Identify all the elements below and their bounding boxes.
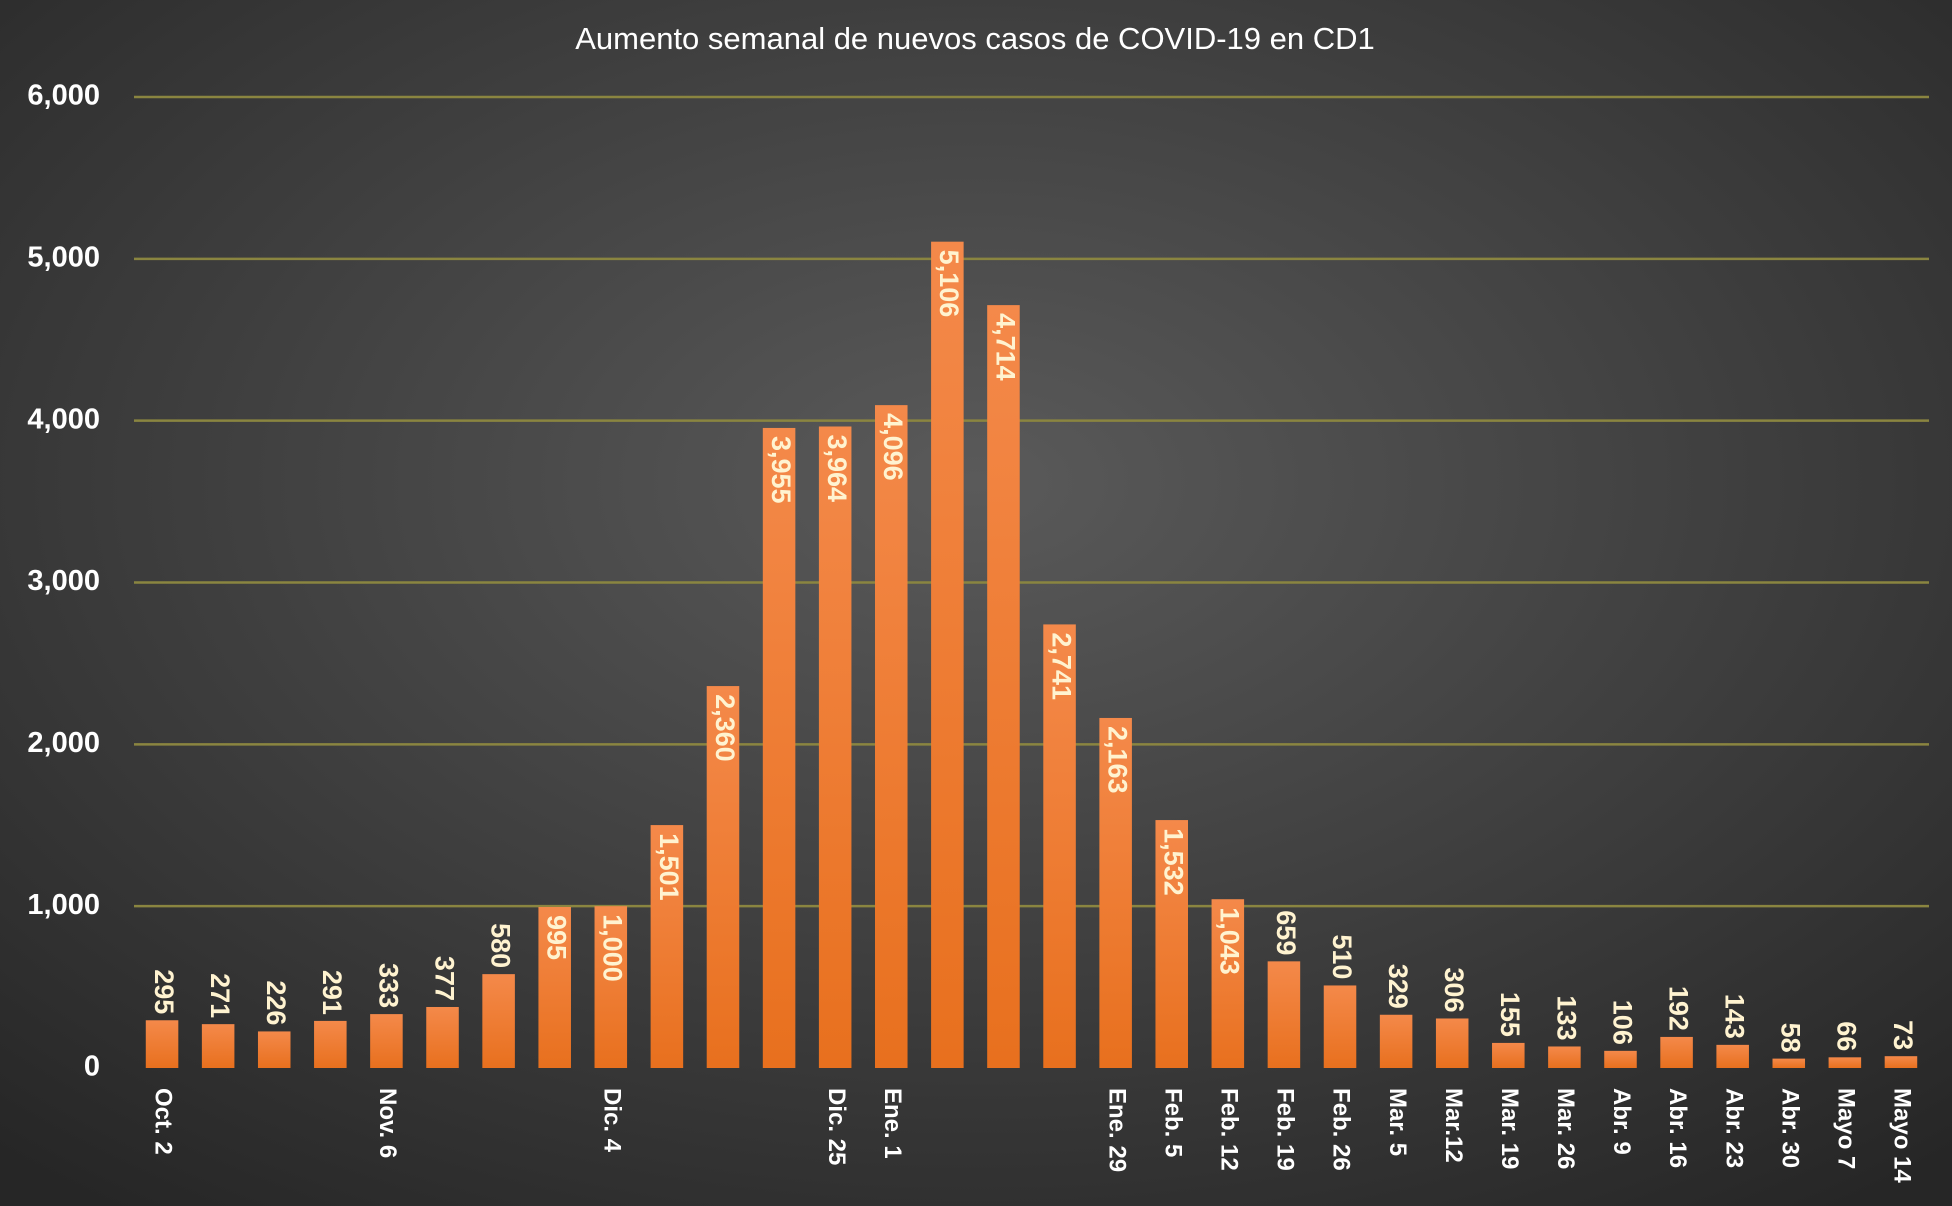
data-label: 3,964 (822, 434, 852, 502)
data-label: 2,163 (1103, 726, 1133, 794)
data-label: 2,360 (710, 694, 740, 762)
x-tick-label: Abr. 23 (1720, 1088, 1747, 1168)
x-tick-label: Abr. 9 (1608, 1088, 1635, 1155)
data-label: 377 (429, 956, 459, 1001)
bar (1379, 1014, 1413, 1068)
bar (874, 405, 908, 1068)
bar (931, 241, 964, 1068)
bar (650, 825, 684, 1068)
bar (1155, 820, 1189, 1068)
data-label: 295 (149, 969, 179, 1014)
bar (1099, 717, 1132, 1068)
x-tick-label: Ene. 1 (879, 1088, 906, 1159)
data-label: 1,043 (1215, 907, 1245, 975)
x-tick-label: Feb. 19 (1272, 1088, 1299, 1171)
data-label: 143 (1720, 994, 1750, 1039)
x-tick-label: Mayo 14 (1889, 1088, 1916, 1183)
data-label: 329 (1383, 964, 1413, 1009)
bar (594, 906, 628, 1068)
data-label: 291 (317, 970, 347, 1015)
x-tick-label: Dic. 4 (598, 1088, 625, 1153)
x-tick-label: Mar. 19 (1496, 1088, 1523, 1169)
bar (1043, 624, 1076, 1068)
x-tick-label: Mar. 5 (1384, 1088, 1411, 1156)
data-label: 4,096 (878, 413, 908, 481)
x-tick-label: Mar. 26 (1552, 1088, 1579, 1169)
data-label: 995 (542, 915, 572, 960)
x-tick-label: Feb. 5 (1159, 1088, 1186, 1157)
bar (706, 686, 740, 1068)
y-tick-label: 6,000 (27, 80, 100, 112)
data-label: 73 (1888, 1020, 1918, 1050)
data-label: 333 (373, 963, 403, 1008)
bar (1884, 1056, 1918, 1068)
data-label: 66 (1832, 1021, 1862, 1051)
bar (762, 427, 796, 1068)
data-label: 306 (1439, 967, 1469, 1012)
y-tick-label: 2,000 (27, 727, 100, 759)
bar (1660, 1036, 1693, 1068)
data-label: 1,501 (654, 833, 684, 901)
bar (1435, 1018, 1469, 1068)
bar (1604, 1050, 1637, 1068)
bar (201, 1024, 235, 1068)
data-label: 58 (1776, 1023, 1806, 1053)
y-tick-label: 3,000 (27, 565, 100, 597)
x-tick-label: Abr. 16 (1664, 1088, 1691, 1168)
data-label: 106 (1607, 1000, 1637, 1045)
bar (1716, 1044, 1749, 1068)
data-label: 1,000 (598, 914, 628, 982)
bar (818, 426, 852, 1068)
bar (1548, 1046, 1581, 1068)
bar (1828, 1057, 1862, 1068)
x-tick-label: Abr. 30 (1776, 1088, 1803, 1168)
data-label: 580 (485, 923, 515, 968)
data-label: 192 (1663, 986, 1693, 1031)
chart-title: Aumento semanal de nuevos casos de COVID… (575, 21, 1375, 56)
bar (482, 974, 515, 1068)
y-tick-label: 4,000 (27, 403, 100, 435)
x-tick-label: Mayo 7 (1833, 1088, 1860, 1169)
data-label: 271 (205, 973, 235, 1018)
data-label: 659 (1271, 910, 1301, 955)
bar (426, 1006, 459, 1068)
data-label: 155 (1495, 992, 1525, 1037)
bar (257, 1031, 291, 1068)
x-tick-label: Dic. 25 (823, 1088, 850, 1165)
bar (1492, 1042, 1525, 1068)
data-label: 1,532 (1159, 828, 1189, 896)
data-label: 226 (261, 980, 291, 1025)
x-tick-label: Ene. 29 (1103, 1088, 1130, 1172)
y-tick-label: 1,000 (27, 889, 100, 921)
x-tick-label: Feb. 26 (1328, 1088, 1355, 1171)
bar (370, 1014, 403, 1068)
x-tick-label: Oct. 2 (150, 1088, 177, 1155)
bar (314, 1020, 347, 1068)
data-label: 2,741 (1046, 632, 1076, 700)
data-label: 133 (1551, 995, 1581, 1040)
x-tick-label: Mar.12 (1440, 1088, 1467, 1163)
data-label: 5,106 (934, 250, 964, 318)
x-tick-label: Nov. 6 (374, 1088, 401, 1158)
x-tick-label: Feb. 12 (1215, 1088, 1242, 1171)
bar (1211, 899, 1245, 1068)
bar (538, 906, 571, 1068)
data-label: 510 (1327, 934, 1357, 979)
bar (145, 1020, 179, 1068)
bar (1267, 961, 1301, 1068)
data-label: 4,714 (990, 313, 1020, 381)
data-label: 3,955 (766, 436, 796, 504)
bar (987, 305, 1020, 1068)
y-tick-label: 5,000 (27, 241, 100, 273)
bar (1772, 1058, 1806, 1068)
bar (1323, 985, 1357, 1068)
y-tick-label: 0 (84, 1051, 100, 1083)
